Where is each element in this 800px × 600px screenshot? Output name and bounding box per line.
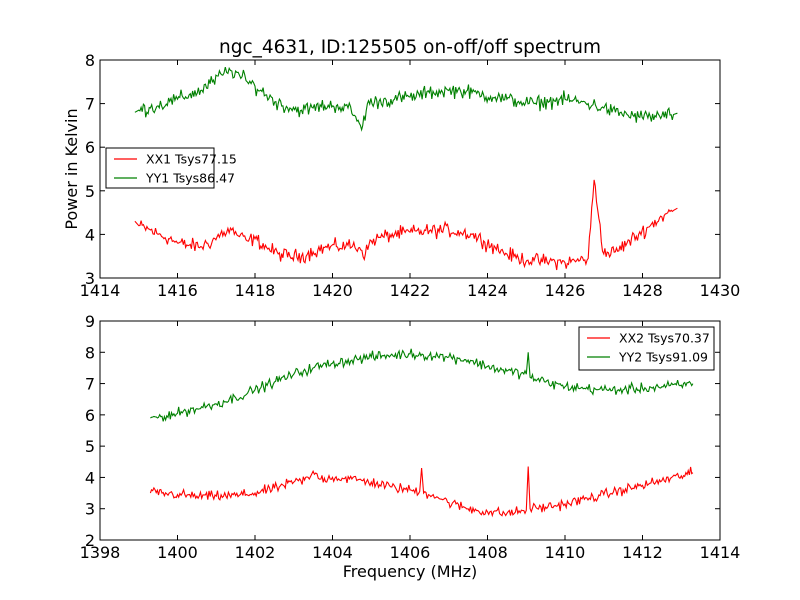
legend: XX1 Tsys77.15 YY1 Tsys86.47	[105, 147, 237, 189]
series-line-2	[150, 348, 694, 422]
x-tick-label: 1398	[80, 543, 121, 562]
y-axis-label: Power in Kelvin	[62, 108, 81, 229]
x-tick-label: 1400	[157, 543, 198, 562]
y-tick-label: 4	[85, 225, 95, 244]
y-tick-label: 5	[85, 437, 95, 456]
x-tick-label: 1424	[467, 281, 508, 300]
y-tick-label: 7	[85, 95, 95, 114]
x-tick-label: 1428	[622, 281, 663, 300]
y-tick-label: 3	[85, 269, 95, 288]
legend-box	[105, 147, 215, 189]
x-tick-label: 1416	[157, 281, 198, 300]
x-tick-label: 1404	[312, 543, 353, 562]
y-tick-label: 8	[85, 51, 95, 70]
legend-label: XX2 Tsys70.37	[619, 331, 710, 346]
x-tick-label: 1408	[467, 543, 508, 562]
y-tick-label: 6	[85, 138, 95, 157]
chart-title: ngc_4631, ID:125505 on-off/off spectrum	[219, 37, 601, 58]
series-line-2	[134, 66, 678, 132]
top-panel: 1414 1416 1418 1420 1422 1424 1426 1428 1430 3 4 5 6…	[80, 51, 741, 300]
x-tick-label: 1420	[312, 281, 353, 300]
y-tick-label: 9	[85, 312, 95, 331]
legend-label: YY1 Tsys86.47	[145, 171, 235, 186]
legend-label: YY2 Tsys91.09	[618, 350, 708, 365]
x-tick-label: 1414	[700, 543, 741, 562]
y-tick-label: 8	[85, 343, 95, 362]
x-tick-label: 1406	[390, 543, 431, 562]
x-tick-label: 1430	[700, 281, 741, 300]
legend-label: XX1 Tsys77.15	[146, 152, 237, 167]
bottom-panel: 1398 1400 1402 1404 1406 1408 1410 1412 1414 2 3 4 5…	[80, 312, 741, 562]
x-tick-label: 1414	[80, 281, 121, 300]
series-line-1	[149, 466, 694, 518]
x-axis-label: Frequency (MHz)	[343, 562, 477, 581]
x-tick-label: 1412	[622, 543, 663, 562]
x-tick-label: 1418	[235, 281, 276, 300]
y-tick-label: 3	[85, 500, 95, 519]
legend-box	[578, 326, 715, 371]
x-tick-label: 1422	[390, 281, 431, 300]
x-tick-label: 1402	[235, 543, 276, 562]
y-tick-label: 4	[85, 468, 95, 487]
series-line-1	[134, 179, 678, 271]
y-tick-label: 5	[85, 182, 95, 201]
x-tick-label: 1426	[545, 281, 586, 300]
x-tick-label: 1410	[545, 543, 586, 562]
y-tick-label: 7	[85, 375, 95, 394]
legend: XX2 Tsys70.37 YY2 Tsys91.09	[578, 326, 715, 371]
y-tick-label: 6	[85, 406, 95, 425]
y-tick-label: 2	[85, 531, 95, 550]
